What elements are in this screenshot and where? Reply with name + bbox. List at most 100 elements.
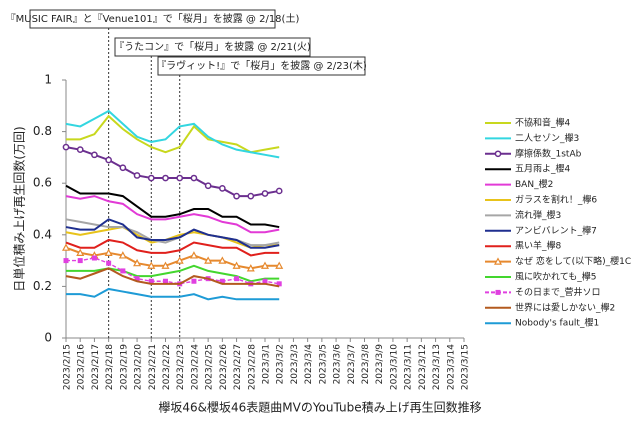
marker — [163, 278, 168, 284]
marker — [118, 251, 127, 259]
marker — [61, 243, 71, 251]
series-line — [65, 226, 280, 249]
marker — [133, 172, 141, 179]
marker — [246, 264, 255, 272]
annotation-box — [157, 56, 366, 76]
marker — [91, 255, 97, 261]
marker — [77, 258, 83, 264]
marker — [120, 268, 126, 274]
marker — [219, 185, 226, 192]
x-tick-label: 2023/3/2 — [276, 344, 286, 384]
marker — [176, 174, 184, 182]
legend-label: 黒い羊_欅8 — [515, 240, 562, 252]
marker — [119, 164, 127, 172]
x-tick-label: 2023/2/22 — [162, 344, 172, 390]
marker — [204, 182, 212, 190]
marker — [191, 278, 197, 284]
marker — [260, 261, 270, 269]
marker — [204, 256, 213, 264]
marker — [219, 278, 225, 284]
legend-label: 世界には愛しかない_欅2 — [515, 301, 615, 313]
x-tick-label: 2023/2/21 — [148, 344, 158, 390]
marker — [104, 248, 113, 256]
marker — [161, 261, 170, 269]
marker — [133, 258, 142, 267]
marker — [189, 251, 198, 259]
x-tick-label: 2023/2/19 — [119, 344, 129, 390]
marker — [134, 276, 140, 282]
x-tick-label: 2023/2/26 — [219, 344, 229, 390]
marker — [276, 281, 282, 287]
marker — [162, 174, 169, 182]
marker — [234, 276, 240, 282]
marker — [493, 257, 503, 265]
series-line — [65, 146, 280, 198]
series-line — [66, 287, 280, 301]
x-tick-label: 2023/2/20 — [134, 344, 144, 390]
series-line — [66, 114, 280, 154]
y-tick-label: 0.4 — [33, 227, 52, 241]
marker — [106, 260, 112, 266]
series-line — [65, 238, 280, 257]
legend-label: 不協和音_欅4 — [515, 117, 571, 129]
y-tick-label: 0 — [44, 331, 52, 345]
marker — [76, 248, 85, 256]
x-tick-label: 2023/2/16 — [77, 344, 87, 390]
marker — [175, 256, 184, 264]
x-tick-label: 2023/3/9 — [375, 344, 385, 385]
marker — [495, 289, 501, 295]
x-tick-label: 2023/2/17 — [91, 344, 101, 390]
legend-label: なぜ 恋をして(以下略)_櫻1C — [515, 255, 631, 267]
x-tick-label: 2023/2/28 — [247, 344, 257, 390]
x-tick-label: 2023/3/3 — [290, 344, 300, 384]
legend-label: その日まで_菅井ソロ — [515, 286, 601, 298]
marker — [62, 143, 70, 151]
legend-label: 摩擦係数_1stAb — [515, 147, 582, 159]
annotation-text: 『MUSIC FAIR』と『Venue101』で「桜月」を披露 @ 2/18(土… — [6, 12, 300, 25]
x-tick-label: 2023/2/23 — [176, 344, 186, 390]
x-tick-label: 2023/2/18 — [105, 344, 115, 390]
marker — [494, 150, 502, 158]
marker — [91, 151, 98, 159]
marker — [262, 278, 268, 284]
y-tick-label: 0.2 — [33, 279, 52, 293]
x-tick-label: 2023/3/14 — [446, 344, 456, 390]
marker — [247, 192, 255, 200]
chart-title: 欅坂46&櫻坂46表題曲MVのYouTube積み上げ再生回数推移 — [158, 400, 481, 415]
series-line — [66, 257, 280, 285]
y-tick-label: 0.6 — [33, 176, 52, 190]
x-tick-label: 2023/3/5 — [318, 344, 328, 384]
x-tick-label: 2023/3/10 — [389, 344, 399, 390]
legend-label: 二人セゾン_欅3 — [515, 133, 579, 144]
annotation-box — [29, 9, 276, 29]
y-axis-label: 日単位積み上げ再生回数(万回) — [12, 126, 27, 291]
series-line — [65, 267, 280, 288]
marker — [261, 190, 269, 197]
legend-label: Nobody's fault_櫻1 — [515, 317, 599, 329]
x-tick-label: 2023/3/15 — [461, 344, 471, 390]
series-line — [65, 218, 280, 249]
marker — [218, 256, 227, 264]
legend-label: 流れ弾_櫻3 — [515, 209, 561, 221]
marker — [105, 156, 112, 164]
y-tick-label: 0.8 — [33, 124, 52, 138]
x-tick-label: 2023/3/6 — [333, 344, 343, 385]
series-line — [65, 109, 280, 159]
series-line — [65, 246, 280, 270]
legend-label: 風に吹かれても_欅5 — [515, 271, 597, 283]
x-tick-label: 2023/3/8 — [361, 344, 371, 385]
x-tick-label: 2023/3/13 — [432, 344, 442, 390]
series-line — [65, 218, 280, 247]
x-tick-label: 2023/3/4 — [304, 344, 314, 385]
marker — [63, 258, 69, 264]
y-tick-label: 1 — [44, 73, 52, 87]
legend-label: BAN_櫻2 — [515, 178, 553, 190]
legend-label: ガラスを割れ！_欅6 — [515, 194, 597, 206]
marker — [147, 174, 155, 182]
marker — [275, 187, 283, 195]
series-line — [65, 195, 280, 234]
marker — [190, 174, 198, 182]
marker — [232, 261, 241, 269]
x-tick-label: 2023/3/7 — [347, 344, 357, 384]
